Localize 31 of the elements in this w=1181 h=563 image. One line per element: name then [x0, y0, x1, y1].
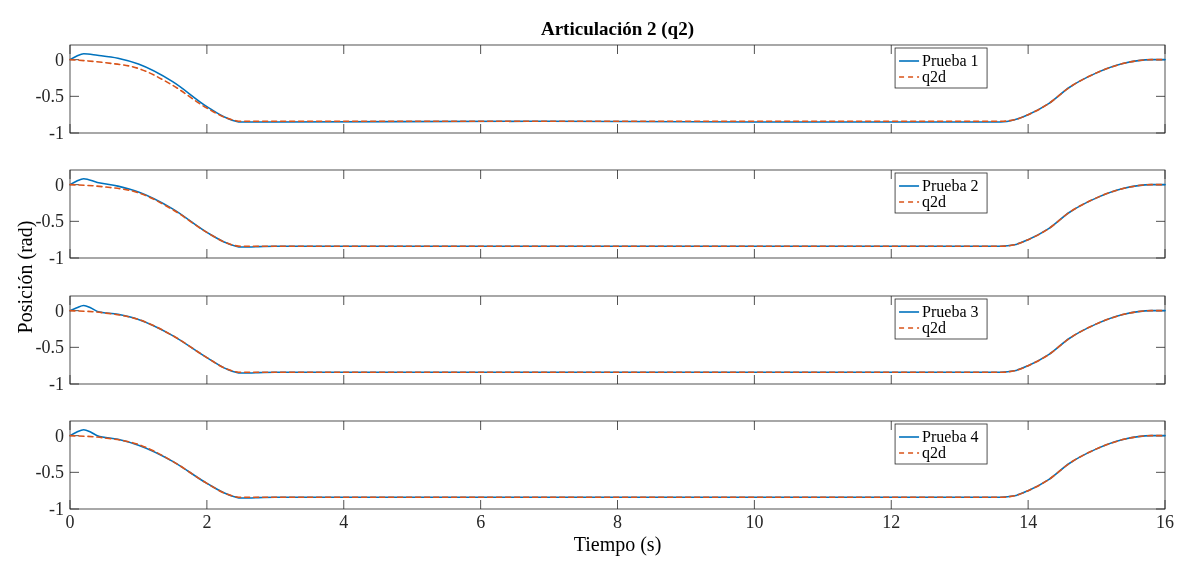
x-tick-label: 12	[882, 512, 901, 532]
y-tick-label: -1	[49, 499, 64, 519]
y-axis-title: Posición (rad)	[14, 220, 37, 334]
y-tick-label: 0	[55, 49, 64, 70]
y-tick-label: -1	[49, 374, 64, 394]
x-tick-label: 10	[745, 512, 764, 532]
x-tick-label: 6	[476, 512, 486, 532]
legend-label: Prueba 4	[922, 428, 979, 445]
legend-label: Prueba 2	[922, 177, 979, 194]
legend-label: q2d	[922, 193, 947, 211]
y-tick-label: -0.5	[35, 462, 64, 483]
y-tick-label: -0.5	[35, 211, 64, 232]
legend-label: Prueba 1	[922, 52, 979, 69]
x-axis-title: Tiempo (s)	[573, 533, 662, 556]
y-tick-label: -0.5	[35, 337, 64, 358]
y-tick-label: 0	[55, 425, 64, 446]
legend-label: q2d	[922, 68, 947, 86]
x-tick-label: 2	[202, 512, 212, 532]
chart-title: Articulación 2 (q2)	[540, 18, 695, 40]
y-tick-label: -1	[49, 123, 64, 143]
x-tick-label: 14	[1019, 512, 1038, 532]
y-tick-label: 0	[55, 174, 64, 195]
legend-label: q2d	[922, 319, 947, 337]
legend-label: Prueba 3	[922, 303, 979, 320]
legend-label: q2d	[922, 444, 947, 462]
y-tick-label: -1	[49, 248, 64, 268]
y-tick-label: -0.5	[35, 86, 64, 107]
x-tick-label: 4	[339, 512, 349, 532]
y-tick-label: 0	[55, 300, 64, 321]
x-tick-label: 8	[613, 512, 622, 532]
x-tick-label: 16	[1156, 512, 1174, 532]
